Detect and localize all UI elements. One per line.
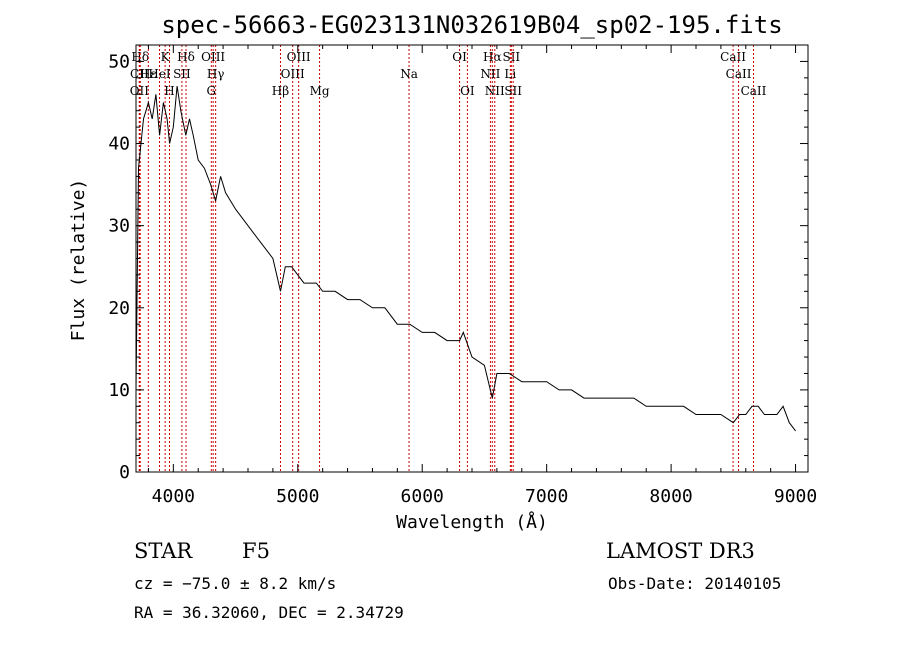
marker-label: SII <box>173 67 191 81</box>
y-tick-label: 10 <box>108 380 130 401</box>
marker-label: Li <box>504 67 516 81</box>
plot-frame <box>135 44 809 473</box>
marker-label: SII <box>504 84 522 98</box>
marker-label: NII <box>485 84 505 98</box>
marker-label: CaII <box>720 50 746 64</box>
marker-label: CII <box>130 67 149 81</box>
marker-label: SII <box>502 50 520 64</box>
marker-label: Hβ <box>272 84 289 98</box>
marker-label: OI <box>460 84 475 98</box>
y-tick-label: 30 <box>108 216 130 237</box>
y-tick-label: 50 <box>108 51 130 72</box>
x-tick-label: 6000 <box>401 486 444 507</box>
y-axis-label: Flux (relative) <box>68 179 89 342</box>
marker-label: Na <box>400 67 418 81</box>
x-axis: 4000 5000 6000 7000 8000 9000 <box>147 45 817 507</box>
marker-label: OIII <box>287 50 311 64</box>
redshift-cz: cz = −75.0 ± 8.2 km/s <box>134 574 337 593</box>
marker-label: Hε <box>140 67 157 81</box>
y-tick-label: 0 <box>119 462 130 483</box>
obs-date: Obs-Date: 20140105 <box>608 574 782 593</box>
x-tick-label: 8000 <box>649 486 692 507</box>
spectrum-line <box>135 86 796 432</box>
marker-label: CaII <box>741 84 767 98</box>
x-tick-label: 9000 <box>774 486 817 507</box>
x-tick-label: 5000 <box>276 486 319 507</box>
marker-label: H <box>164 84 174 98</box>
chart-title: spec-56663-EG023131N032619B04_sp02-195.f… <box>161 11 782 39</box>
marker-label: Hγ <box>207 67 225 81</box>
marker-label: Hδ <box>177 50 195 64</box>
survey-name: LAMOST DR3 <box>606 539 755 563</box>
coordinates: RA = 36.32060, DEC = 2.34729 <box>134 603 404 622</box>
x-tick-label: 7000 <box>525 486 568 507</box>
subclass: F5 <box>242 539 270 563</box>
marker-label: OI <box>452 50 467 64</box>
y-axis: 0 10 20 30 40 50 <box>108 51 808 483</box>
marker-label: Hα <box>483 50 502 64</box>
marker-label: K <box>161 50 171 64</box>
y-tick-label: 20 <box>108 298 130 319</box>
y-tick-label: 40 <box>108 134 130 155</box>
x-axis-label: Wavelength (Å) <box>396 511 548 533</box>
object-class: STAR <box>134 539 193 563</box>
marker-label: Mg <box>310 84 330 98</box>
marker-label: HeI <box>148 67 171 81</box>
x-tick-label: 4000 <box>152 486 195 507</box>
marker-label: NII <box>480 67 500 81</box>
marker-label: OIII <box>281 67 305 81</box>
marker-label: G <box>206 84 216 98</box>
marker-label: OIII <box>201 50 225 64</box>
marker-label: CaII <box>726 67 752 81</box>
